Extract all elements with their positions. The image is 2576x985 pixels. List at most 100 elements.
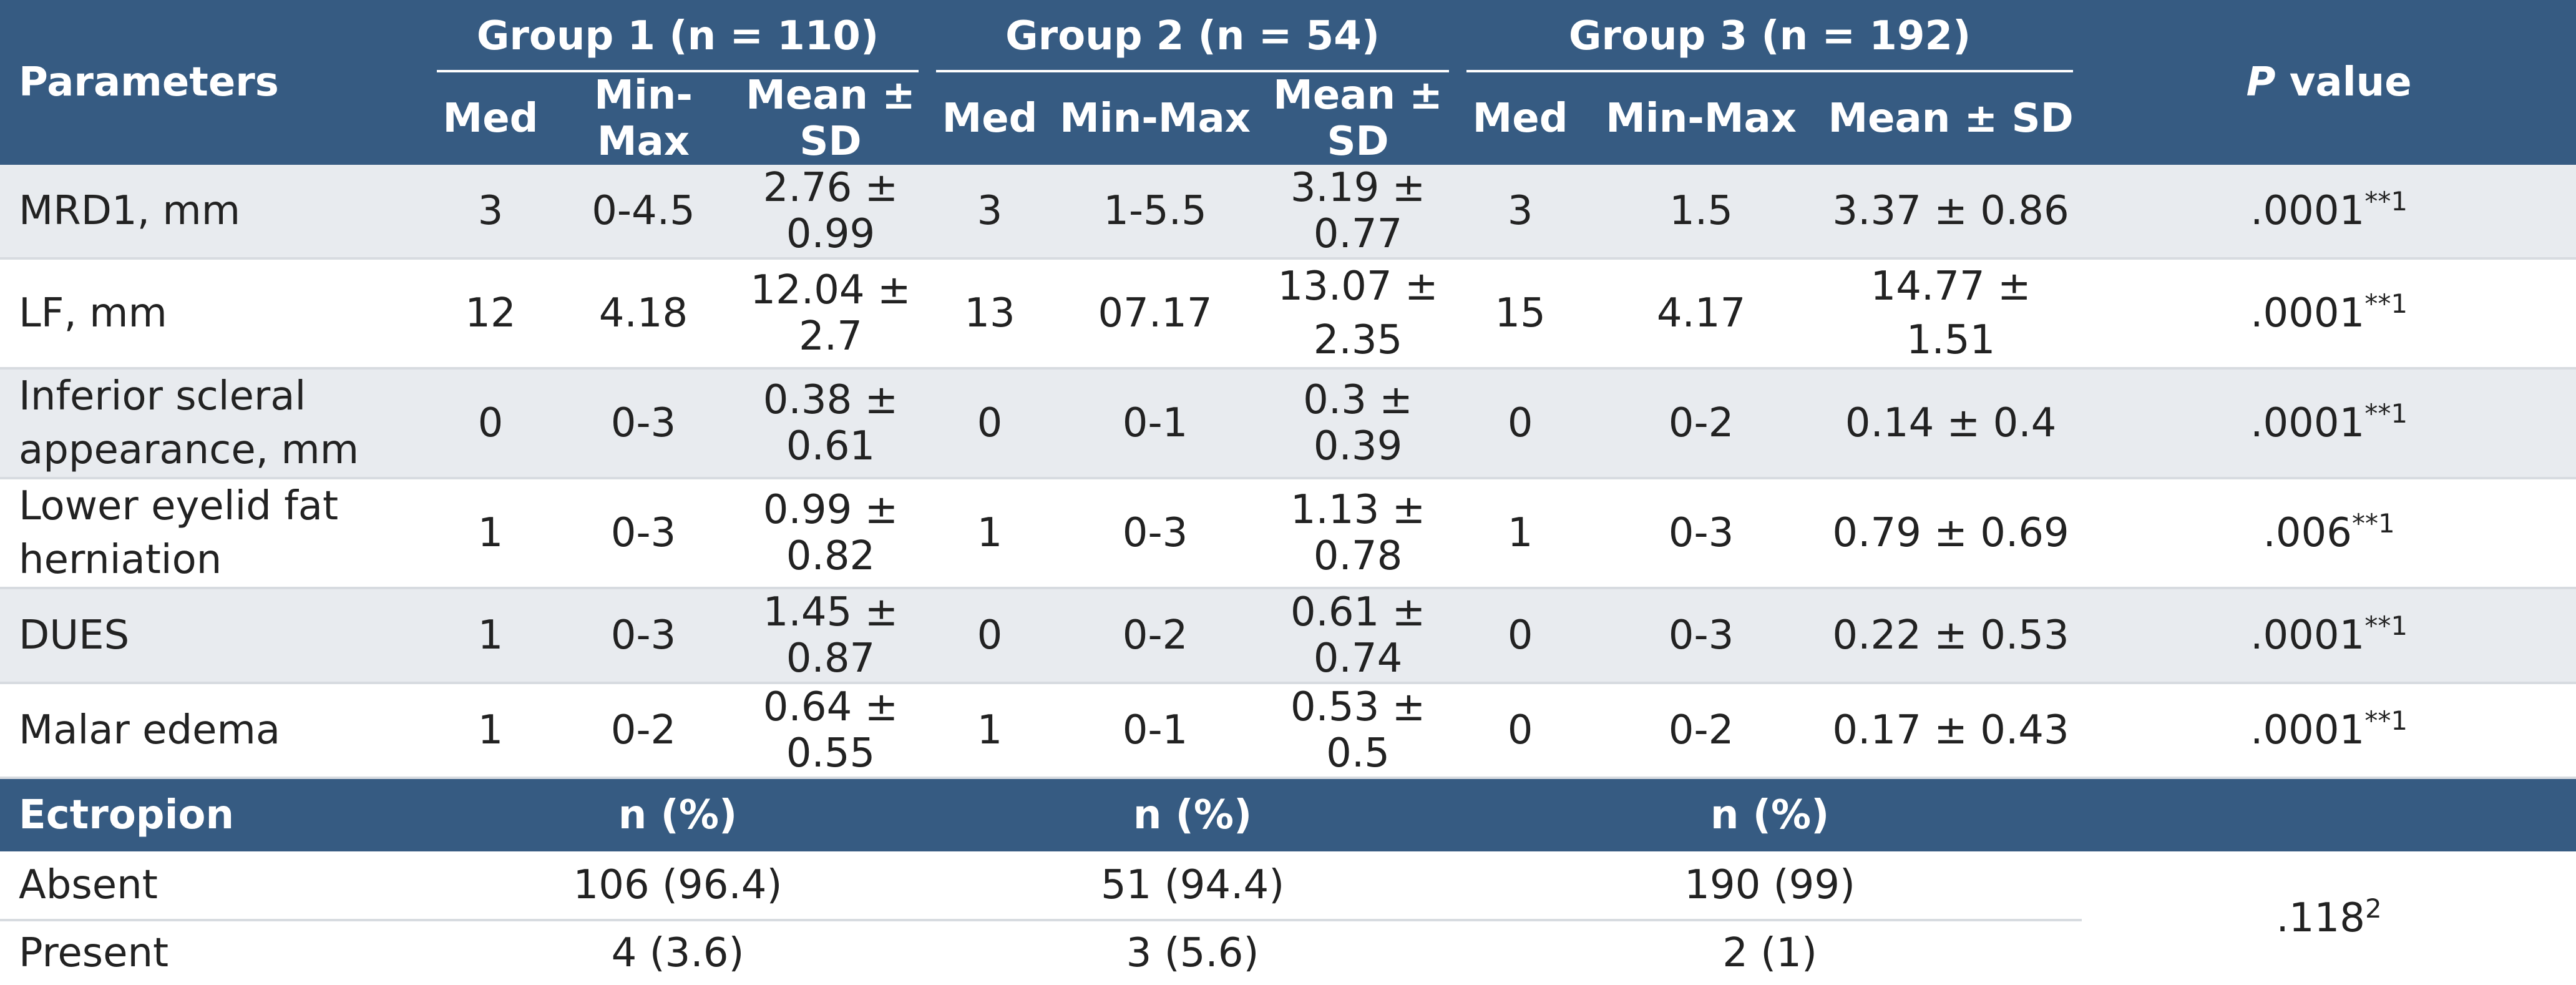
cell-value: 1 bbox=[1458, 478, 1583, 589]
subheader-med: Med bbox=[1458, 72, 1583, 165]
p-value-header-italic: P bbox=[2246, 59, 2276, 105]
cell-value: 2.76 ± 0.99 bbox=[734, 165, 928, 260]
p-value-cell: .0001**1 bbox=[2082, 368, 2576, 479]
cell-value: 15 bbox=[1458, 258, 1583, 370]
cell-value: 0 bbox=[927, 588, 1053, 684]
cell-value: 13 bbox=[927, 258, 1053, 370]
subheader-mean-sd: Mean ± SD bbox=[1258, 72, 1458, 165]
cell-value: 4.18 bbox=[553, 258, 734, 370]
group3-header: Group 3 (n = 192) bbox=[1458, 0, 2082, 72]
group1-header: Group 1 (n = 110) bbox=[428, 0, 928, 72]
cell-value: 0.99 ± 0.82 bbox=[734, 478, 928, 589]
subheader-mean-sd: Mean ± SD bbox=[734, 72, 928, 165]
cell-value: 0 bbox=[1458, 588, 1583, 684]
cell-value: 0.22 ± 0.53 bbox=[1820, 588, 2082, 684]
table-row: DUES 1 0-3 1.45 ± 0.87 0 0-2 0.61 ± 0.74… bbox=[0, 588, 2576, 684]
ectropion-n-pct-group1: n (%) bbox=[428, 778, 928, 851]
row-label: Malar edema bbox=[0, 683, 428, 779]
cell-value: 1-5.5 bbox=[1052, 165, 1259, 260]
ectropion-title: Ectropion bbox=[0, 778, 428, 851]
cell-value: 0-1 bbox=[1052, 683, 1259, 779]
cell-value: 0-3 bbox=[553, 368, 734, 479]
cell-value: 13.07 ± 2.35 bbox=[1258, 258, 1458, 370]
cell-value: 1.5 bbox=[1583, 165, 1820, 260]
row-label: LF, mm bbox=[0, 258, 428, 370]
p-value: .0001 bbox=[2250, 290, 2365, 336]
p-value: .118 bbox=[2276, 895, 2365, 941]
cell-value: 106 (96.4) bbox=[428, 851, 928, 921]
cell-value: 1 bbox=[428, 683, 553, 779]
ectropion-n-pct-group2: n (%) bbox=[927, 778, 1458, 851]
p-value: .0001 bbox=[2250, 188, 2365, 234]
p-value-cell: .006**1 bbox=[2082, 478, 2576, 589]
cell-value: 0-3 bbox=[1052, 478, 1259, 589]
row-label: Absent bbox=[0, 851, 428, 921]
subheader-med: Med bbox=[428, 72, 553, 165]
p-value-cell: .0001**1 bbox=[2082, 683, 2576, 779]
row-label: Inferior scleral appearance, mm bbox=[0, 368, 428, 479]
cell-value: 0-2 bbox=[553, 683, 734, 779]
p-value-cell: .0001**1 bbox=[2082, 258, 2576, 370]
ectropion-header-row: Ectropion n (%) n (%) n (%) bbox=[0, 778, 2576, 851]
cell-value: 3 bbox=[428, 165, 553, 260]
table-row: Inferior scleral appearance, mm 0 0-3 0.… bbox=[0, 368, 2576, 479]
p-value-footnote: **1 bbox=[2351, 508, 2395, 539]
cell-value: 12.04 ± 2.7 bbox=[734, 258, 928, 370]
cell-value: 07.17 bbox=[1052, 258, 1259, 370]
table-row: LF, mm 12 4.18 12.04 ± 2.7 13 07.17 13.0… bbox=[0, 258, 2576, 370]
p-value: .0001 bbox=[2250, 612, 2365, 659]
cell-value: 1.13 ± 0.78 bbox=[1258, 478, 1458, 589]
p-value: .0001 bbox=[2250, 707, 2365, 753]
ectropion-header-empty bbox=[2082, 778, 2576, 851]
subheader-min-max: Min-Max bbox=[1052, 72, 1259, 165]
cell-value: 0-2 bbox=[1583, 683, 1820, 779]
cell-value: 0 bbox=[927, 368, 1053, 479]
p-value-header-rest: value bbox=[2275, 59, 2412, 105]
cell-value: 0-1 bbox=[1052, 368, 1259, 479]
cell-value: 0.38 ± 0.61 bbox=[734, 368, 928, 479]
cell-value: 1 bbox=[428, 478, 553, 589]
cell-value: 4 (3.6) bbox=[611, 930, 744, 976]
subheader-min-max: Min-Max bbox=[1583, 72, 1820, 165]
cell-value: 1 bbox=[927, 683, 1053, 779]
cell-value: 3 bbox=[1458, 165, 1583, 260]
cell-value: 3.19 ± 0.77 bbox=[1258, 165, 1458, 260]
cell-value: 0.17 ± 0.43 bbox=[1820, 683, 2082, 779]
cell-value: 3 bbox=[927, 165, 1053, 260]
cell-value: 14.77 ± 1.51 bbox=[1820, 258, 2082, 370]
p-value-footnote: **1 bbox=[2364, 288, 2408, 319]
cell-value: 0 bbox=[1458, 683, 1583, 779]
p-value: .006 bbox=[2263, 510, 2352, 556]
cell-value: 0.3 ± 0.39 bbox=[1258, 368, 1458, 479]
cell-value: 1 bbox=[428, 588, 553, 684]
cell-value: 0.14 ± 0.4 bbox=[1820, 368, 2082, 479]
cell-value: 4.17 bbox=[1583, 258, 1820, 370]
cell-value: 0.53 ± 0.5 bbox=[1258, 683, 1458, 779]
row-label: MRD1, mm bbox=[0, 165, 428, 260]
parameters-header: Parameters bbox=[0, 0, 428, 165]
p-value-cell: .0001**1 bbox=[2082, 588, 2576, 684]
table-row: MRD1, mm 3 0-4.5 2.76 ± 0.99 3 1-5.5 3.1… bbox=[0, 165, 2576, 260]
cell-value: 0.64 ± 0.55 bbox=[734, 683, 928, 779]
cell-value: 0.79 ± 0.69 bbox=[1820, 478, 2082, 589]
table-row: Malar edema 1 0-2 0.64 ± 0.55 1 0-1 0.53… bbox=[0, 683, 2576, 779]
cell-value: 0 bbox=[428, 368, 553, 479]
cell-value: 0-3 bbox=[1583, 588, 1820, 684]
table-row: Lower eyelid fat herniation 1 0-3 0.99 ±… bbox=[0, 478, 2576, 589]
row-label-text: Inferior scleral appearance, mm bbox=[19, 373, 359, 473]
p-value-footnote: **1 bbox=[2364, 610, 2408, 641]
subheader-mean-sd: Mean ± SD bbox=[1820, 72, 2082, 165]
cell-value: 0-3 bbox=[553, 478, 734, 589]
cell-value: 0-3 bbox=[1583, 478, 1820, 589]
cell-value: 2 (1) bbox=[1722, 930, 1817, 976]
p-value-footnote: **1 bbox=[2364, 705, 2408, 736]
p-value: .0001 bbox=[2250, 400, 2365, 446]
cell-value: 0-4.5 bbox=[553, 165, 734, 260]
row-label: Lower eyelid fat herniation bbox=[0, 478, 428, 589]
subheader-med: Med bbox=[927, 72, 1053, 165]
cell-value: 3.37 ± 0.86 bbox=[1820, 165, 2082, 260]
cell-value: 0-3 bbox=[553, 588, 734, 684]
group2-header: Group 2 (n = 54) bbox=[927, 0, 1458, 72]
cell-value: 1.45 ± 0.87 bbox=[734, 588, 928, 684]
